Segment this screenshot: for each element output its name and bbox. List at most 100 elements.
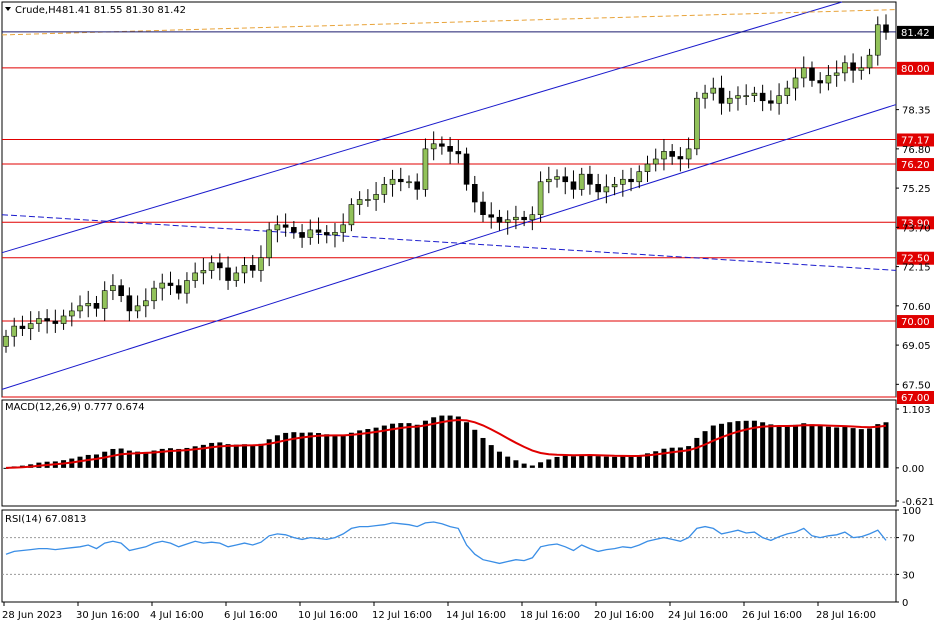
macd-tick-label: -0.621 (902, 497, 934, 508)
macd-histogram-bar (332, 435, 338, 468)
candle-bull (307, 229, 314, 238)
macd-histogram-bar (217, 442, 223, 468)
candle-bull (233, 272, 240, 281)
x-axis-label: 24 Jul 16:00 (668, 610, 728, 621)
macd-histogram-bar (496, 451, 502, 468)
macd-histogram-bar (620, 456, 626, 468)
candle-bull (258, 257, 264, 271)
candle-bull (266, 229, 272, 259)
macd-histogram-bar (200, 444, 206, 468)
candle-bear (291, 227, 297, 233)
macd-histogram-bar (875, 424, 881, 468)
level-label-box (897, 158, 934, 172)
candle-bull (208, 262, 215, 271)
macd-histogram-bar (825, 426, 831, 468)
macd-histogram-bar (546, 459, 552, 468)
macd-histogram-bar (3, 467, 9, 469)
macd-histogram-bar (842, 426, 848, 468)
macd-histogram-bar (653, 451, 659, 468)
macd-panel-frame (1, 399, 897, 507)
candle-bull (332, 232, 338, 236)
candle-bull (743, 95, 749, 97)
candle-bull (620, 178, 626, 185)
macd-histogram-bar (521, 463, 527, 468)
macd-histogram-bar (834, 427, 840, 468)
macd-histogram-bar (801, 423, 807, 468)
candle-bull (348, 204, 355, 226)
macd-histogram-bar (167, 448, 173, 468)
price-tick-label: 78.35 (902, 106, 931, 117)
candle-bull (159, 282, 166, 289)
candle-bear (669, 151, 675, 157)
macd-histogram-bar (110, 448, 116, 468)
macd-tick-label: 0.00 (902, 464, 924, 475)
level-label-box (897, 216, 934, 230)
macd-histogram-bar (266, 439, 272, 468)
macd-histogram-bar (883, 422, 889, 468)
candle-bull (800, 67, 807, 79)
candle-bull (77, 305, 83, 312)
candle-bear (677, 156, 684, 160)
candle-bear (323, 232, 330, 236)
current-price-box (897, 25, 934, 39)
macd-histogram-bar (192, 446, 198, 468)
candle-bull (68, 310, 75, 317)
macd-histogram-bar (390, 423, 396, 468)
candle-bull (636, 171, 643, 183)
candle-bear (521, 216, 527, 221)
candle-bull (694, 97, 700, 150)
level-label-box (897, 315, 934, 329)
x-axis-label: 12 Jul 16:00 (372, 610, 432, 621)
level-label: 80.00 (901, 64, 930, 75)
candle-bull (702, 92, 708, 99)
candle-bull (603, 186, 610, 193)
macd-histogram-bar (768, 424, 774, 468)
candle-bull (184, 280, 190, 294)
macd-histogram-bar (373, 427, 379, 468)
candle-bull (554, 176, 560, 180)
macd-histogram-bar (406, 423, 412, 468)
candle-bear (768, 100, 774, 104)
macd-histogram-bar (644, 453, 650, 468)
candle-bull (192, 272, 198, 281)
macd-histogram-bar (357, 430, 363, 468)
candle-bull (726, 97, 733, 104)
candle-bull (611, 184, 618, 188)
candle-bull (381, 184, 388, 195)
level-label: 67.00 (901, 393, 930, 404)
macd-histogram-bar (143, 451, 149, 468)
level-label: 76.20 (901, 160, 930, 171)
dropdown-icon (5, 7, 11, 11)
macd-histogram-bar (480, 437, 486, 468)
macd-histogram-bar (529, 465, 535, 468)
level-label: 77.17 (901, 135, 930, 146)
chart-ohlc: 81.41 81.55 81.30 81.42 (62, 5, 186, 16)
candle-bull (751, 92, 758, 96)
candle-bear (496, 216, 503, 223)
macd-histogram-bar (751, 420, 757, 468)
macd-histogram-bar (669, 447, 675, 468)
candle-bear (488, 214, 495, 218)
macd-histogram-bar (225, 444, 231, 468)
candle-bull (406, 181, 412, 184)
macd-histogram-bar (694, 437, 700, 468)
candle-bull (661, 151, 667, 160)
macd-histogram-bar (258, 443, 264, 468)
candle-bear (19, 325, 26, 329)
x-axis-label: 10 Jul 16:00 (298, 610, 358, 621)
candle-bull (644, 163, 651, 172)
macd-histogram-bar (176, 448, 182, 468)
candle-bull (110, 285, 116, 291)
macd-histogram-bar (365, 429, 371, 468)
candle-bull (858, 67, 865, 71)
macd-histogram-bar (867, 428, 873, 468)
candle-bear (126, 295, 133, 312)
macd-histogram-bar (661, 448, 667, 468)
candle-bull (842, 62, 848, 74)
macd-histogram-bar (233, 444, 239, 468)
candle-bull (101, 290, 108, 309)
macd-histogram-bar (398, 423, 404, 468)
macd-histogram-bar (159, 448, 165, 468)
